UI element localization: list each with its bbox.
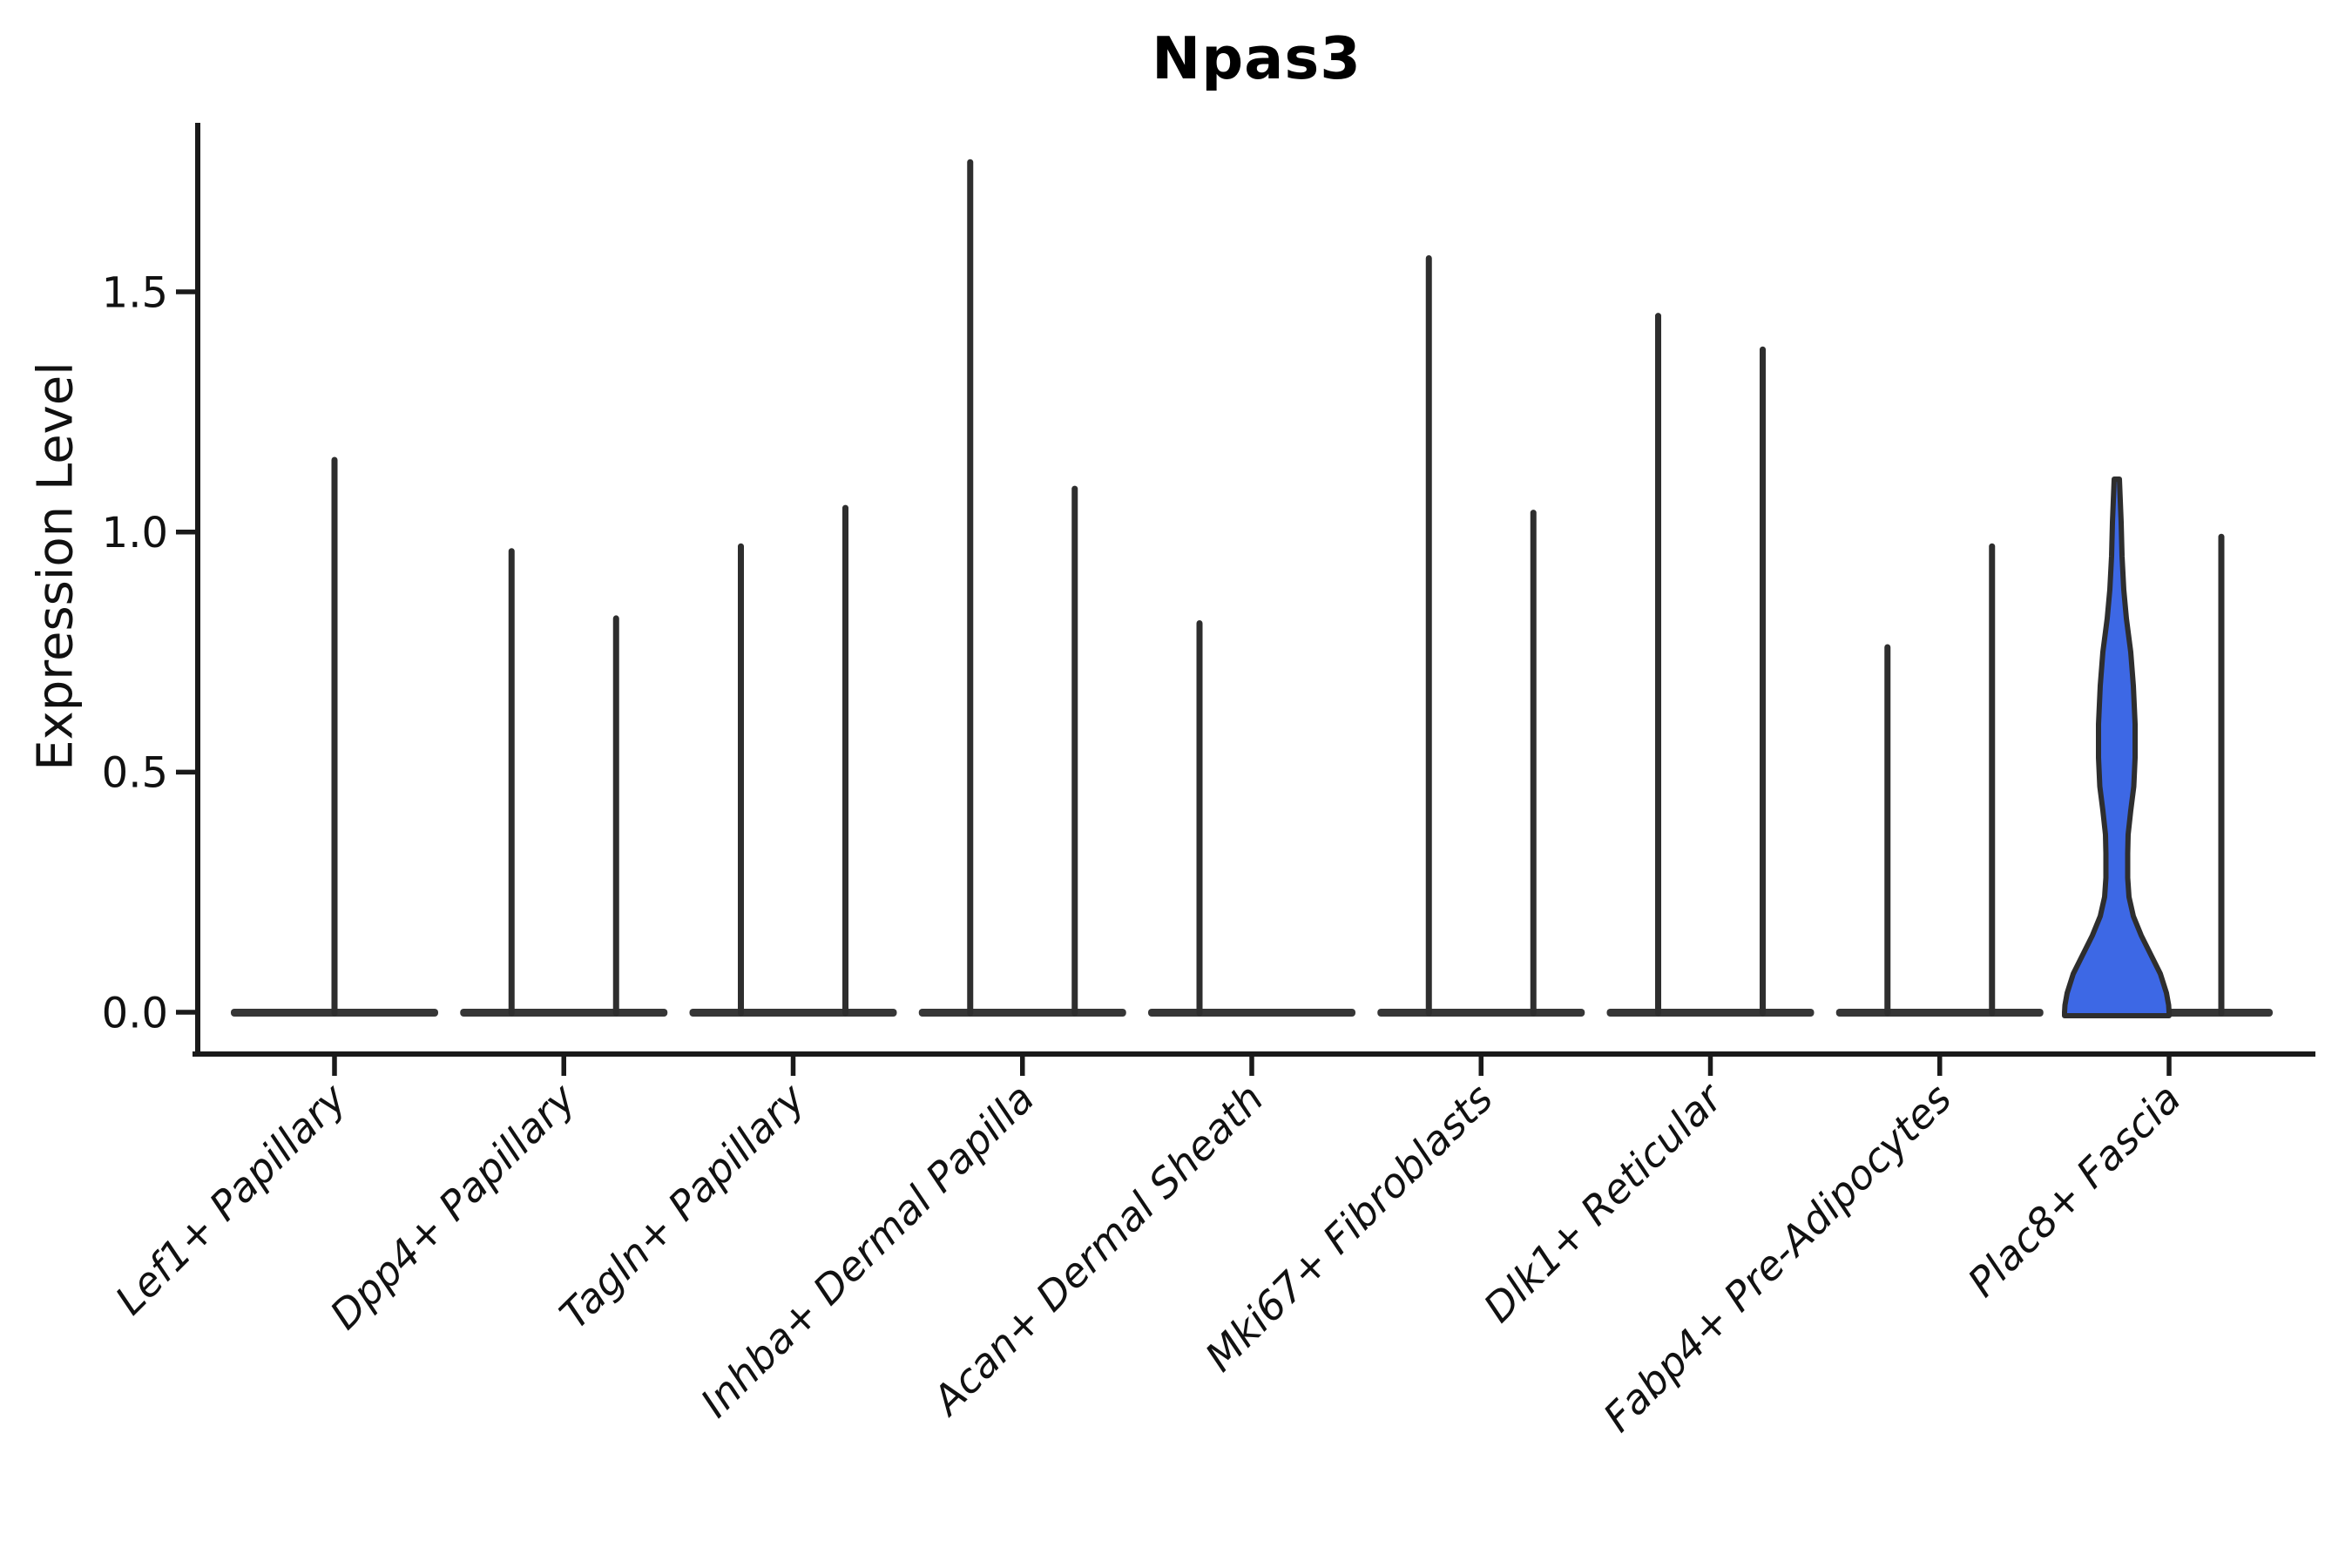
violin-base bbox=[460, 1009, 668, 1017]
x-tick-label: Lef1+ Papillary bbox=[106, 1074, 355, 1323]
violin-base bbox=[689, 1009, 897, 1017]
y-tick-label: 0.0 bbox=[102, 989, 168, 1037]
y-axis-spine bbox=[195, 123, 200, 1057]
y-tick-label: 0.5 bbox=[102, 749, 168, 798]
x-tick-label: Dpp4+ Papillary bbox=[321, 1074, 585, 1338]
x-tick-label: Plac8+ Fascia bbox=[1958, 1075, 2189, 1306]
x-axis-spine bbox=[193, 1051, 2315, 1057]
violin-filled bbox=[2062, 476, 2172, 1018]
y-tick-label: 1.0 bbox=[102, 509, 168, 558]
violin-base bbox=[1148, 1009, 1355, 1017]
violin-base bbox=[1606, 1009, 1815, 1017]
violin-base bbox=[1377, 1009, 1585, 1017]
violin-base bbox=[918, 1009, 1126, 1017]
x-tick-label: Dlk1+ Reticular bbox=[1475, 1072, 1734, 1331]
y-tick-label: 1.5 bbox=[102, 268, 168, 317]
chart-title: Npas3 bbox=[1152, 24, 1362, 92]
violin-base bbox=[1835, 1009, 2044, 1017]
x-tick-label: Tagln+ Papillary bbox=[551, 1074, 814, 1338]
